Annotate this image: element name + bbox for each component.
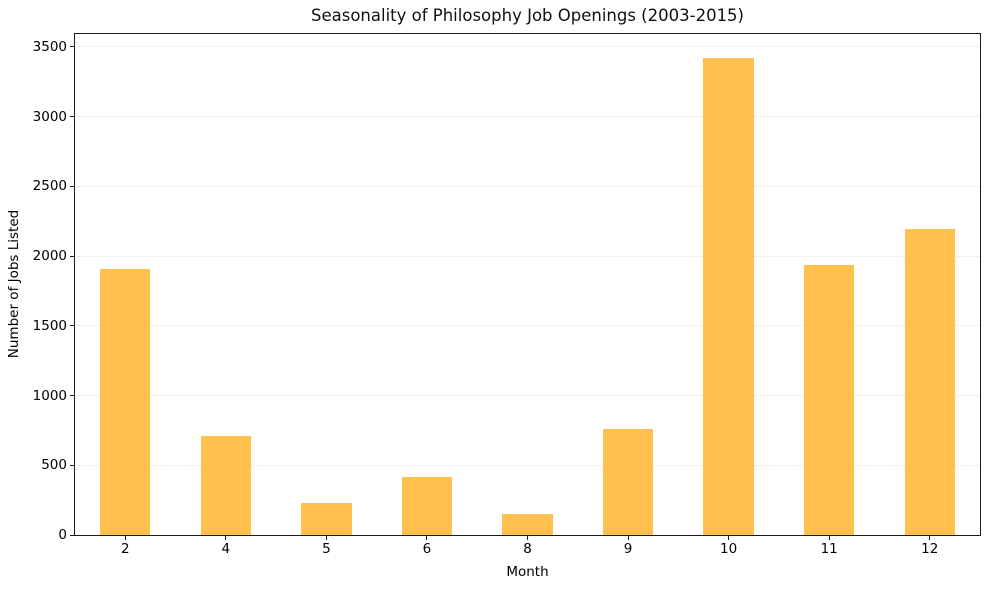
- x-tick-label: 8: [523, 541, 532, 557]
- gridline: [75, 325, 980, 327]
- gridline: [75, 116, 980, 118]
- bar-month-12: [904, 229, 955, 535]
- x-tick-mark: [929, 536, 931, 540]
- y-tick-mark: [70, 534, 74, 536]
- bar-month-2: [100, 268, 151, 535]
- bar-month-9: [602, 428, 654, 535]
- y-tick-mark: [70, 255, 74, 257]
- y-tick-mark: [70, 325, 74, 327]
- y-tick-label: 3000: [32, 108, 67, 125]
- gridline: [75, 464, 980, 466]
- y-tick-mark: [70, 464, 74, 466]
- gridline: [75, 185, 980, 187]
- y-tick-label: 1500: [32, 317, 67, 334]
- bar-month-11: [804, 264, 855, 535]
- gridline: [75, 255, 980, 257]
- bar-month-4: [200, 435, 251, 535]
- plot-area: [74, 33, 981, 536]
- x-tick-label: 11: [820, 541, 838, 557]
- x-tick-mark: [426, 536, 428, 540]
- y-tick-label: 1000: [32, 387, 67, 404]
- x-tick-label: 6: [422, 541, 432, 557]
- bar-month-5: [301, 502, 352, 535]
- x-tick-mark: [828, 536, 830, 540]
- y-tick-mark: [70, 46, 74, 48]
- x-axis-label: Month: [506, 564, 549, 580]
- gridline: [75, 395, 980, 397]
- y-tick-mark: [70, 116, 74, 118]
- x-tick-mark: [225, 536, 227, 540]
- x-tick-label: 5: [322, 541, 331, 557]
- x-tick-label: 12: [921, 541, 939, 557]
- bar-month-10: [703, 57, 754, 535]
- y-tick-mark: [70, 185, 74, 187]
- x-tick-label: 4: [221, 541, 231, 557]
- x-tick-mark: [124, 536, 126, 540]
- y-tick-label: 2500: [32, 178, 67, 195]
- x-tick-label: 9: [623, 541, 633, 557]
- x-tick-mark: [627, 536, 629, 540]
- x-tick-label: 2: [120, 541, 130, 557]
- x-tick-mark: [527, 536, 528, 540]
- x-tick-mark: [728, 536, 730, 540]
- x-tick-mark: [325, 536, 327, 540]
- y-tick-label: 2000: [32, 248, 67, 265]
- y-tick-label: 3500: [32, 38, 67, 55]
- y-tick-mark: [70, 395, 74, 397]
- chart-title: Seasonality of Philosophy Job Openings (…: [310, 6, 744, 25]
- y-tick-label: 500: [41, 457, 67, 474]
- gridline: [75, 46, 980, 48]
- y-axis-label: Number of Jobs Listed: [6, 209, 22, 359]
- y-tick-label: 0: [58, 527, 67, 543]
- bar-month-6: [401, 476, 453, 535]
- x-tick-label: 10: [720, 541, 738, 557]
- bar-month-8: [502, 514, 553, 535]
